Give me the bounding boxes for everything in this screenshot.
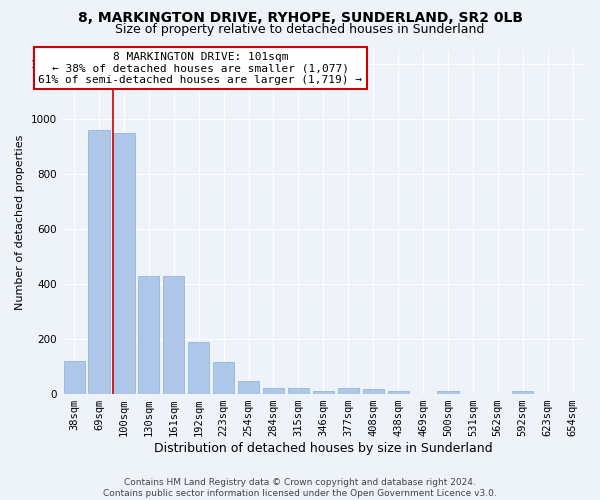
Bar bbox=[188, 342, 209, 394]
Bar bbox=[362, 389, 384, 394]
Bar bbox=[388, 392, 409, 394]
X-axis label: Distribution of detached houses by size in Sunderland: Distribution of detached houses by size … bbox=[154, 442, 493, 455]
Bar bbox=[437, 392, 458, 394]
Text: 8 MARKINGTON DRIVE: 101sqm
← 38% of detached houses are smaller (1,077)
61% of s: 8 MARKINGTON DRIVE: 101sqm ← 38% of deta… bbox=[38, 52, 362, 85]
Bar bbox=[163, 276, 184, 394]
Text: Size of property relative to detached houses in Sunderland: Size of property relative to detached ho… bbox=[115, 22, 485, 36]
Text: Contains HM Land Registry data © Crown copyright and database right 2024.
Contai: Contains HM Land Registry data © Crown c… bbox=[103, 478, 497, 498]
Bar bbox=[64, 361, 85, 394]
Bar bbox=[338, 388, 359, 394]
Y-axis label: Number of detached properties: Number of detached properties bbox=[15, 134, 25, 310]
Bar bbox=[238, 381, 259, 394]
Bar bbox=[138, 276, 160, 394]
Bar bbox=[313, 392, 334, 394]
Bar bbox=[263, 388, 284, 394]
Bar bbox=[113, 132, 134, 394]
Bar bbox=[512, 392, 533, 394]
Bar bbox=[88, 130, 110, 394]
Text: 8, MARKINGTON DRIVE, RYHOPE, SUNDERLAND, SR2 0LB: 8, MARKINGTON DRIVE, RYHOPE, SUNDERLAND,… bbox=[77, 11, 523, 25]
Bar bbox=[213, 362, 234, 394]
Bar bbox=[288, 388, 309, 394]
